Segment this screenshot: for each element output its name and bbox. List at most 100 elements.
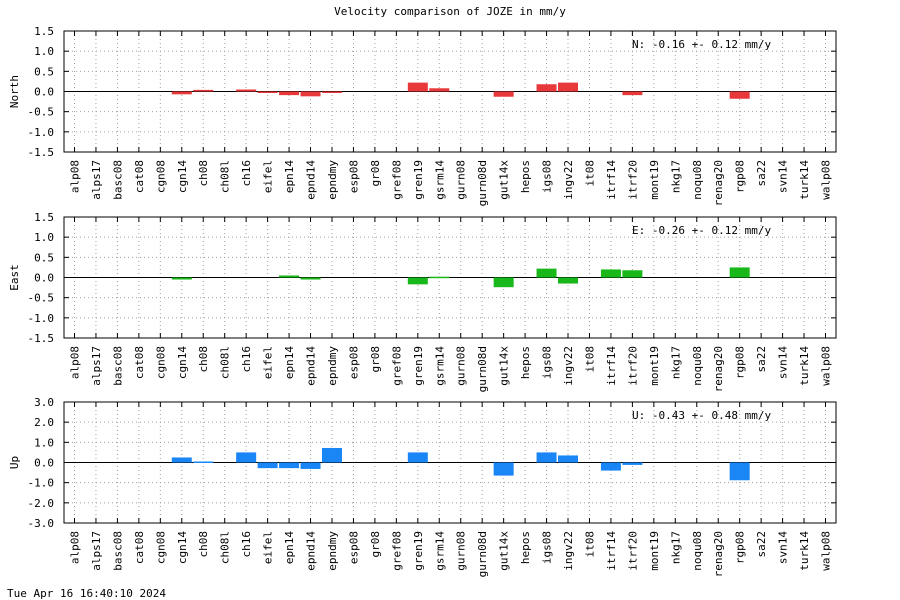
- x-tick-label: rgp08: [734, 160, 747, 193]
- x-tick-label: noqu08: [691, 160, 704, 200]
- x-tick-label: eifel: [262, 531, 275, 564]
- x-tick-label: ch16: [240, 160, 253, 187]
- x-tick-label: ch08: [197, 160, 210, 187]
- bar-igs08: [536, 452, 557, 463]
- y-axis-label: East: [8, 264, 21, 291]
- bar-itrf20: [622, 91, 643, 96]
- panel-annotation: N: -0.16 +- 0.12 mm/y: [632, 38, 771, 51]
- x-tick-label: hepos: [519, 346, 532, 379]
- x-tick-label: ingv22: [562, 346, 575, 386]
- bar-eifel: [257, 91, 278, 93]
- x-tick-label: gurn08: [455, 160, 468, 200]
- y-tick-label: 1.0: [34, 45, 54, 58]
- x-tick-label: alps17: [90, 531, 103, 571]
- x-tick-label: rgp08: [734, 346, 747, 379]
- x-tick-label: turk14: [798, 346, 811, 386]
- x-tick-label: gr08: [369, 531, 382, 558]
- plot-border: [63, 216, 837, 339]
- bar-gsrm14: [429, 276, 450, 279]
- x-tick-label: gref08: [390, 160, 403, 200]
- x-tick-label: epn14: [283, 346, 296, 379]
- x-tick-label: gr08: [369, 160, 382, 187]
- x-tick-label: svn14: [777, 160, 790, 193]
- x-tick-label: esp08: [347, 160, 360, 193]
- bar-epndmy: [321, 447, 342, 463]
- bar-itrf20: [622, 462, 643, 465]
- x-tick-label: cgn14: [176, 160, 189, 193]
- x-tick-label: gsrm14: [433, 531, 446, 571]
- y-tick-label: 1.5: [34, 211, 54, 224]
- x-tick-label: alp08: [69, 346, 82, 379]
- x-tick-label: esp08: [347, 346, 360, 379]
- x-tick-label: cgn08: [154, 346, 167, 379]
- y-tick-label: 1.0: [34, 436, 54, 449]
- x-tick-label: ch16: [240, 531, 253, 558]
- x-tick-label: basc08: [111, 160, 124, 200]
- x-tick-label: gurn08: [455, 346, 468, 386]
- bar-itrf20: [622, 270, 643, 278]
- y-axis-label: North: [8, 75, 21, 108]
- panel-east: 1.5 1.0 0.5 0.0 -0.5 -1.0 -1.5 alp08 alps17 basc0…: [8, 211, 837, 392]
- y-tick-label: 0.0: [34, 86, 54, 99]
- panel-annotation: E: -0.26 +- 0.12 mm/y: [632, 224, 771, 237]
- x-tick-label: gut14x: [498, 160, 511, 200]
- y-tick-label: -2.0: [28, 497, 55, 510]
- x-tick-label: svn14: [777, 531, 790, 564]
- x-tick-label: alp08: [69, 531, 82, 564]
- bar-epndmy: [321, 91, 342, 93]
- bar-epn14: [279, 91, 300, 96]
- x-tick-label: renag20: [712, 531, 725, 577]
- x-tick-label: ch08l: [219, 160, 232, 193]
- x-tick-label: cgn14: [176, 346, 189, 379]
- x-tick-label: sa22: [755, 160, 768, 187]
- x-tick-label: basc08: [111, 346, 124, 386]
- bar-ch08: [193, 89, 214, 92]
- x-tick-label: epnd14: [305, 160, 318, 200]
- x-tick-label: alps17: [90, 160, 103, 200]
- x-tick-label: alps17: [90, 346, 103, 386]
- bar-epn14: [279, 275, 300, 278]
- bar-itrf14: [600, 462, 621, 471]
- y-tick-label: -1.0: [28, 126, 55, 139]
- x-tick-label: walp08: [820, 160, 833, 200]
- x-tick-label: ingv22: [562, 160, 575, 200]
- x-tick-label: itrf20: [626, 346, 639, 386]
- y-tick-label: 3.0: [34, 396, 54, 409]
- x-tick-label: cgn14: [176, 531, 189, 564]
- x-tick-label: ingv22: [562, 531, 575, 571]
- x-tick-label: esp08: [347, 531, 360, 564]
- bar-epnd14: [300, 91, 321, 97]
- x-tick-label: ch08: [197, 346, 210, 373]
- plot-border: [63, 30, 837, 153]
- x-tick-label: epnd14: [305, 531, 318, 571]
- x-tick-label: noqu08: [691, 531, 704, 571]
- bar-rgp08: [729, 267, 750, 278]
- x-tick-label: alp08: [69, 160, 82, 193]
- x-tick-label: walp08: [820, 346, 833, 386]
- x-tick-label: itrf14: [605, 531, 618, 571]
- x-tick-label: cgn08: [154, 160, 167, 193]
- panel-up: 3.0 2.0 1.0 0.0 -1.0 -2.0 -3.0 alp08 alps17 basc0…: [8, 396, 837, 577]
- x-tick-label: epndmy: [326, 531, 339, 571]
- bar-ingv22: [558, 455, 579, 463]
- bar-cgn14: [171, 277, 192, 280]
- x-tick-label: hepos: [519, 531, 532, 564]
- x-tick-label: gut14x: [498, 346, 511, 386]
- y-tick-label: 0.5: [34, 65, 54, 78]
- x-tick-label: itrf14: [605, 346, 618, 386]
- x-tick-label: nkg17: [669, 346, 682, 379]
- x-tick-label: ch08l: [219, 531, 232, 564]
- plot-border: [63, 401, 837, 524]
- bar-ch08: [193, 461, 214, 463]
- y-tick-label: -1.0: [28, 312, 55, 325]
- x-tick-label: igs08: [541, 346, 554, 379]
- x-tick-label: gren19: [412, 160, 425, 200]
- x-tick-label: mont19: [648, 531, 661, 571]
- x-tick-label: nkg17: [669, 531, 682, 564]
- x-tick-label: gsrm14: [433, 346, 446, 386]
- bar-ch16: [236, 89, 257, 92]
- y-tick-label: -1.0: [28, 477, 55, 490]
- x-tick-label: noqu08: [691, 346, 704, 386]
- timestamp-footer: Tue Apr 16 16:40:10 2024: [7, 587, 166, 600]
- x-tick-label: ch08l: [219, 346, 232, 379]
